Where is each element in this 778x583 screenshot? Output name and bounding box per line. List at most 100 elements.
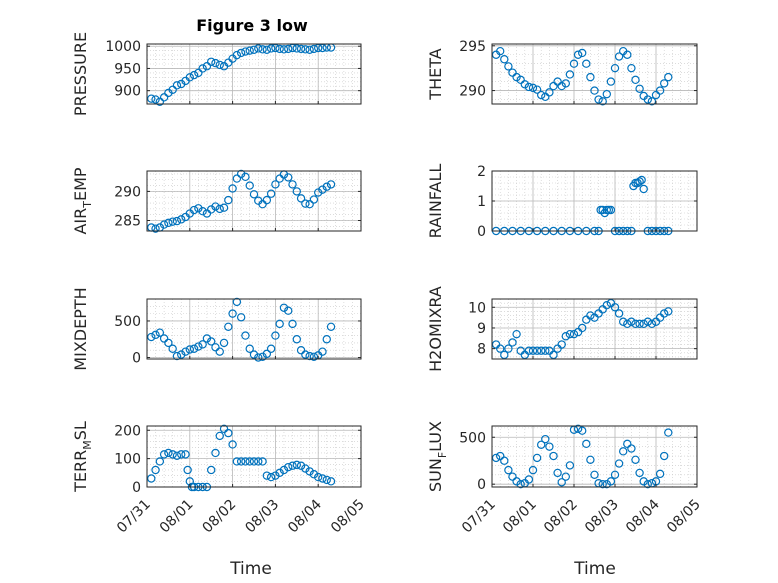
data-point [578, 323, 587, 333]
data-point [512, 329, 521, 339]
data-point [245, 457, 254, 466]
data-point [254, 457, 263, 466]
data-point [215, 431, 224, 441]
data-point [309, 470, 319, 479]
data-point [569, 59, 579, 68]
axes-box [491, 425, 698, 488]
data-point [159, 334, 169, 343]
x-axis-label-right: Time [573, 559, 616, 579]
data-point [582, 439, 591, 449]
data-point [586, 311, 595, 320]
data-point [326, 477, 336, 486]
data-point [215, 347, 224, 356]
series-h2omixra [491, 298, 673, 360]
y-axis-label: TERRMSL [71, 421, 94, 493]
data-point [664, 428, 673, 437]
data-point [500, 456, 509, 465]
data-point [211, 58, 220, 68]
data-point [635, 84, 644, 93]
data-point [537, 440, 546, 449]
y-tick-label: 290 [459, 84, 486, 100]
data-point [635, 319, 644, 329]
y-axis-label-main: PRESSURE [71, 32, 90, 116]
data-point [168, 217, 177, 226]
data-point [541, 434, 550, 444]
data-point [206, 465, 216, 475]
data-point [528, 465, 538, 475]
data-point [647, 319, 657, 329]
data-point [504, 62, 513, 71]
data-point [532, 453, 542, 463]
y-tick-label: 500 [459, 430, 486, 446]
y-axis-label: PRESSURE [71, 32, 90, 116]
data-point [181, 450, 190, 459]
major-grid [492, 44, 697, 104]
data-point [177, 450, 186, 459]
data-point [643, 317, 653, 326]
data-point [637, 175, 646, 185]
y-axis-label-tail: SL [71, 421, 90, 440]
series-theta [491, 46, 673, 106]
data-point [318, 185, 327, 194]
y-tick-label: 8 [477, 342, 486, 358]
data-point [262, 195, 272, 205]
data-point [249, 45, 259, 54]
data-point [561, 79, 571, 88]
y-tick-label: 0 [477, 224, 486, 240]
data-point [249, 457, 259, 466]
data-point [288, 461, 297, 470]
panel-sun_flux: 0 500 SUNFLUX 07/31 08/01 08/02 08/03 08/04 08/0… [426, 421, 704, 536]
data-point [524, 346, 534, 355]
data-point [168, 344, 177, 353]
data-point [241, 47, 250, 56]
data-point [537, 346, 546, 355]
data-point [245, 46, 254, 55]
data-point [664, 72, 673, 82]
data-point [164, 448, 173, 458]
data-point [232, 297, 242, 307]
y-axis-label: THETA [426, 48, 445, 100]
data-point [232, 457, 242, 466]
data-point [655, 469, 665, 479]
x-tick-label: 08/02 [200, 497, 240, 537]
data-point [279, 45, 289, 54]
data-point [168, 450, 177, 459]
data-point [228, 184, 237, 193]
data-point [631, 455, 640, 464]
y-tick-label: 0 [132, 480, 141, 496]
data-point [292, 460, 301, 470]
panel-mixdepth: 0 500 MIXDEPTH [71, 287, 362, 371]
data-point [198, 340, 207, 349]
data-point [322, 335, 331, 344]
x-tick-label: 07/31 [114, 497, 154, 537]
data-point [590, 470, 599, 479]
data-point [232, 50, 242, 60]
data-point [262, 349, 272, 359]
data-point [578, 426, 587, 435]
data-point [496, 46, 505, 56]
data-point [639, 319, 648, 329]
data-point [236, 457, 246, 466]
data-point [309, 352, 319, 362]
data-point [586, 72, 595, 82]
data-point [606, 205, 616, 215]
data-point [614, 309, 624, 318]
data-point [606, 477, 616, 486]
data-point [164, 338, 173, 348]
y-tick-label: 295 [459, 39, 486, 55]
y-tick-label: 0 [477, 477, 486, 493]
data-point [504, 465, 513, 475]
axes-box [146, 43, 362, 105]
data-point [301, 199, 310, 208]
series-sun_flux [491, 424, 673, 489]
data-point [266, 44, 276, 53]
data-point [582, 59, 591, 68]
major-grid [492, 426, 697, 487]
data-point [296, 461, 306, 470]
x-tick-label: 08/05 [664, 497, 704, 537]
data-point [194, 68, 203, 78]
data-point [627, 63, 636, 73]
data-point [602, 89, 612, 99]
data-point [549, 350, 558, 360]
data-point [228, 309, 237, 318]
